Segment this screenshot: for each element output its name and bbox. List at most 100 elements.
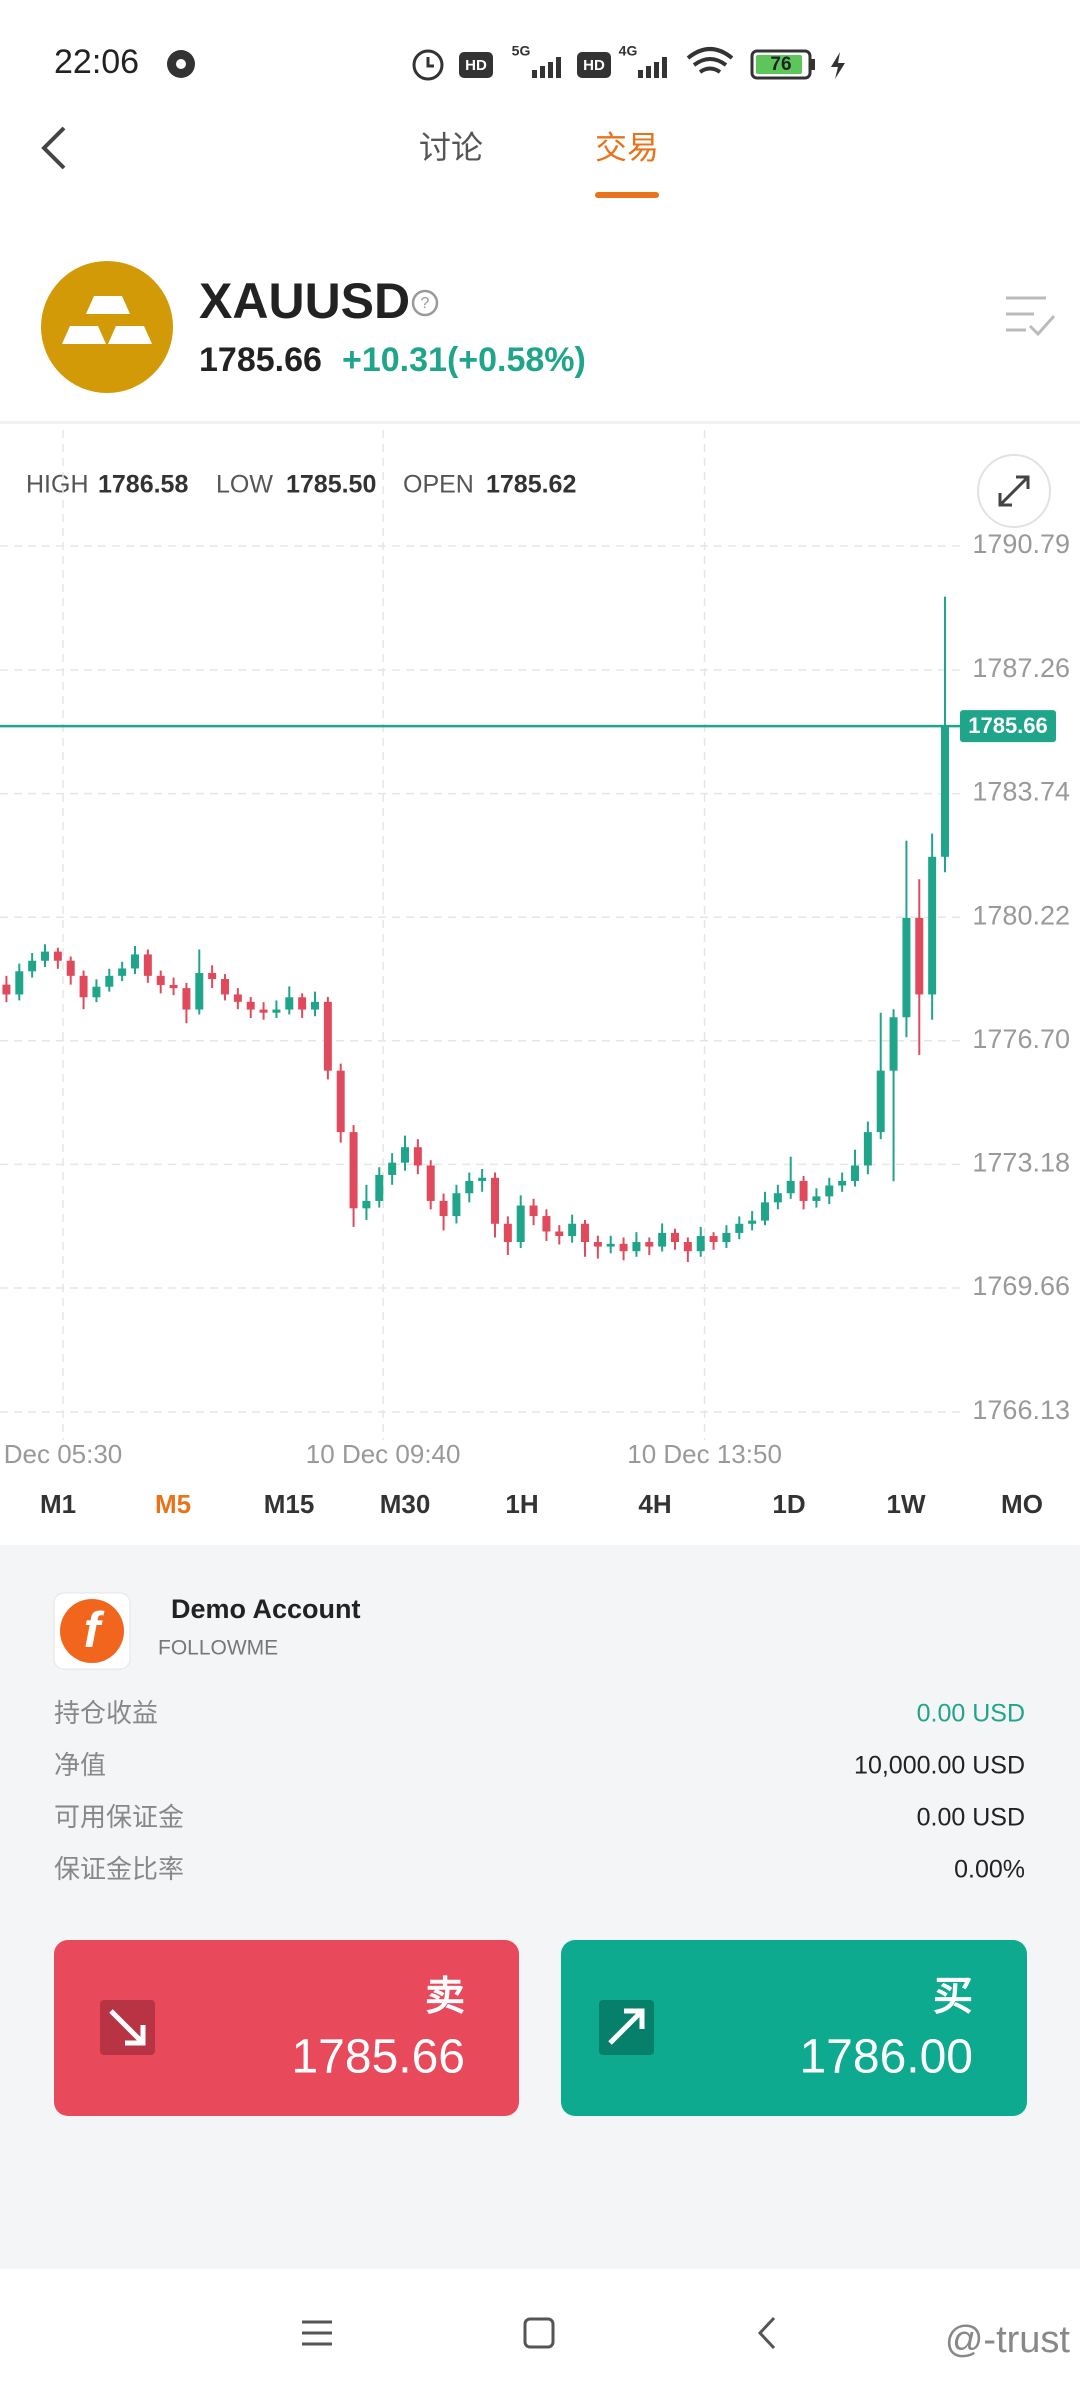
candle-body <box>516 1205 525 1243</box>
expand-icon <box>998 475 1030 507</box>
candle-body <box>413 1147 422 1166</box>
buy-button[interactable] <box>561 1940 1027 2116</box>
account-row-label: 持仓收益 <box>54 1698 158 1728</box>
y-tick-label: 1783.74 <box>972 777 1070 807</box>
candle-body <box>941 726 949 857</box>
candle-body <box>812 1196 821 1201</box>
candle-body <box>889 1017 898 1071</box>
back-button[interactable] <box>41 126 66 170</box>
candle-body <box>709 1236 718 1243</box>
candle-body <box>311 1001 319 1010</box>
account-row-label: 保证金比率 <box>54 1854 184 1884</box>
buy-price: 1786.00 <box>799 2031 973 2084</box>
hd-badge <box>577 52 611 78</box>
candle-body <box>478 1177 487 1181</box>
candle-body <box>221 979 229 995</box>
tab[interactable]: 交易 <box>595 129 659 165</box>
signal-5g: 5G <box>512 43 531 59</box>
timeframe-tab[interactable]: 4H <box>638 1489 671 1519</box>
candle-body <box>722 1232 731 1243</box>
y-tick-label: 1766.13 <box>972 1395 1070 1425</box>
y-tick-label: 1790.79 <box>972 529 1070 559</box>
candle-body <box>195 973 204 1010</box>
y-tick-label: 1780.22 <box>972 900 1070 930</box>
candle-body <box>105 975 114 987</box>
timeframe-tab[interactable]: MO <box>1001 1489 1043 1519</box>
account-rows: 持仓收益 0.00 USD 净值 10,000.00 USD 可用保证金 0.00 USD… <box>54 1698 1025 1884</box>
help-icon[interactable] <box>411 289 439 317</box>
timeframe-tab[interactable]: 1D <box>772 1489 805 1519</box>
timeframe-tab[interactable]: M15 <box>264 1489 315 1519</box>
candle-body <box>671 1232 679 1243</box>
candle-body <box>799 1180 808 1201</box>
candle-body <box>92 986 101 998</box>
account-row-value: 0.00 USD <box>917 1700 1025 1728</box>
timeframe-tab[interactable]: 1W <box>887 1489 926 1519</box>
nav-back[interactable] <box>757 2316 776 2350</box>
broker-logo-letter: f <box>84 1602 105 1658</box>
candle-body <box>41 951 49 961</box>
candle-body <box>272 1009 281 1013</box>
signal-bars <box>532 57 561 78</box>
candle-body <box>593 1242 602 1247</box>
nav-menu[interactable] <box>302 2320 332 2346</box>
settings-icon <box>167 50 195 78</box>
candle-body <box>131 954 139 969</box>
candle-body <box>902 917 911 1018</box>
candle-body <box>696 1236 705 1252</box>
broker-logo-mark <box>60 1599 124 1663</box>
candle-body <box>825 1185 834 1197</box>
candle-body <box>28 960 37 972</box>
candle-body <box>542 1216 551 1232</box>
gold-icon <box>41 261 173 393</box>
symbol-price: 1785.66 <box>199 341 322 379</box>
candle-body <box>555 1231 564 1237</box>
candle-body <box>182 988 191 1010</box>
watermark: @-trust <box>945 2319 1071 2361</box>
nav-home[interactable] <box>523 2317 555 2349</box>
candle-body <box>233 994 242 1002</box>
candle-body <box>915 917 924 995</box>
candle-body <box>928 856 937 995</box>
sell-button[interactable] <box>54 1940 519 2116</box>
candle-body <box>838 1180 847 1186</box>
candle-body <box>66 960 75 976</box>
x-tick-label: 10 Dec 13:50 <box>627 1439 782 1469</box>
candle-body <box>336 1070 345 1133</box>
timeframe-tab[interactable]: M5 <box>155 1489 191 1519</box>
timeframe-tab[interactable]: M30 <box>380 1489 431 1519</box>
high-label: HIGH <box>26 471 89 499</box>
timeframe-tab[interactable]: 1H <box>505 1489 538 1519</box>
sell-arrow <box>109 2009 146 2046</box>
y-tick-label: 1773.18 <box>972 1148 1070 1178</box>
candle-body <box>156 975 165 985</box>
candle-body <box>658 1232 667 1247</box>
alarm-icon <box>412 49 444 81</box>
candle-body <box>606 1243 615 1247</box>
sell-label: 卖 <box>425 1975 465 2019</box>
low-label: LOW <box>216 471 273 499</box>
hd-badge <box>459 52 493 78</box>
symbol-name: XAUUSD <box>199 273 410 329</box>
candlestick-chart: Dec 05:30 10 Dec 09:40 10 Dec 13:50 1766.13… <box>0 430 1070 1469</box>
account-name: Demo Account <box>171 1594 361 1624</box>
timeframe-tab[interactable]: M1 <box>40 1489 76 1519</box>
candle-body <box>388 1162 397 1175</box>
candle-body <box>748 1220 757 1224</box>
high-value: 1786.58 <box>98 471 188 499</box>
sort-icon[interactable] <box>1006 296 1056 337</box>
candle-body <box>246 1001 255 1010</box>
buy-label: 买 <box>933 1975 973 2019</box>
tab-underline <box>595 192 659 198</box>
candle-body <box>773 1193 782 1203</box>
low-value: 1785.50 <box>286 471 376 499</box>
battery-percent: 76 <box>770 54 791 75</box>
candle-body <box>208 973 217 979</box>
candle-body <box>323 1001 332 1071</box>
last-price-tag <box>960 710 1056 743</box>
account-row-label: 可用保证金 <box>54 1802 184 1832</box>
account-row-value: 10,000.00 USD <box>854 1752 1025 1780</box>
signal-4g: 4G <box>619 43 638 59</box>
tab[interactable]: 讨论 <box>419 129 483 165</box>
candle-body <box>169 984 178 989</box>
